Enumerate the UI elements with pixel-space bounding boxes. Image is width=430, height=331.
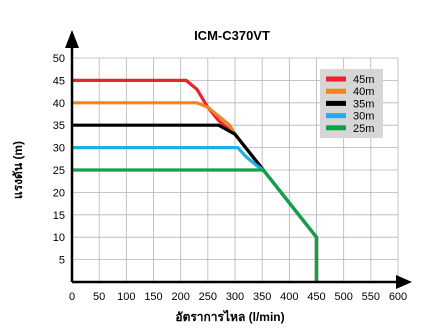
x-axis-label: อัตราการไหล (l/min) — [175, 309, 284, 324]
y-axis-label: แรงดัน (m) — [11, 141, 25, 199]
y-tick-label-35: 35 — [53, 120, 65, 132]
legend-label-45m: 45m — [353, 74, 374, 86]
y-tick-label-20: 20 — [53, 187, 65, 199]
y-tick-label-40: 40 — [53, 98, 65, 110]
x-tick-label-350: 350 — [253, 291, 271, 303]
x-tick-label-300: 300 — [226, 291, 244, 303]
legend-label-30m: 30m — [353, 111, 374, 123]
x-tick-label-450: 450 — [307, 291, 325, 303]
y-axis-arrow — [65, 30, 79, 48]
y-tick-label-25: 25 — [53, 165, 65, 177]
y-tick-label-5: 5 — [59, 255, 65, 267]
x-tick-label-200: 200 — [171, 291, 189, 303]
x-tick-label-550: 550 — [362, 291, 380, 303]
y-tick-label-30: 30 — [53, 143, 65, 155]
x-tick-label-250: 250 — [199, 291, 217, 303]
x-tick-label-400: 400 — [280, 291, 298, 303]
x-axis-arrow — [396, 275, 412, 289]
legend-label-25m: 25m — [353, 123, 374, 135]
x-tick-label-500: 500 — [334, 291, 352, 303]
x-tick-label-50: 50 — [93, 291, 105, 303]
x-tick-label-600: 600 — [389, 291, 407, 303]
series-line-25m — [72, 168, 319, 282]
legend-label-35m: 35m — [353, 98, 374, 110]
y-tick-label-15: 15 — [53, 210, 65, 222]
series-layer — [72, 78, 319, 282]
tick-labels: 0 50 100 150 200 250 300 350 400 450 500 550 600 5 10 1… — [53, 53, 407, 303]
y-tick-label-50: 50 — [53, 53, 65, 65]
x-tick-label-100: 100 — [117, 291, 135, 303]
y-tick-label-45: 45 — [53, 75, 65, 87]
legend-label-40m: 40m — [353, 86, 374, 98]
axes — [65, 30, 412, 289]
x-tick-label-150: 150 — [144, 291, 162, 303]
y-tick-label-10: 10 — [53, 232, 65, 244]
x-tick-label-0: 0 — [69, 291, 75, 303]
chart-title: ICM-C370VT — [194, 28, 270, 43]
